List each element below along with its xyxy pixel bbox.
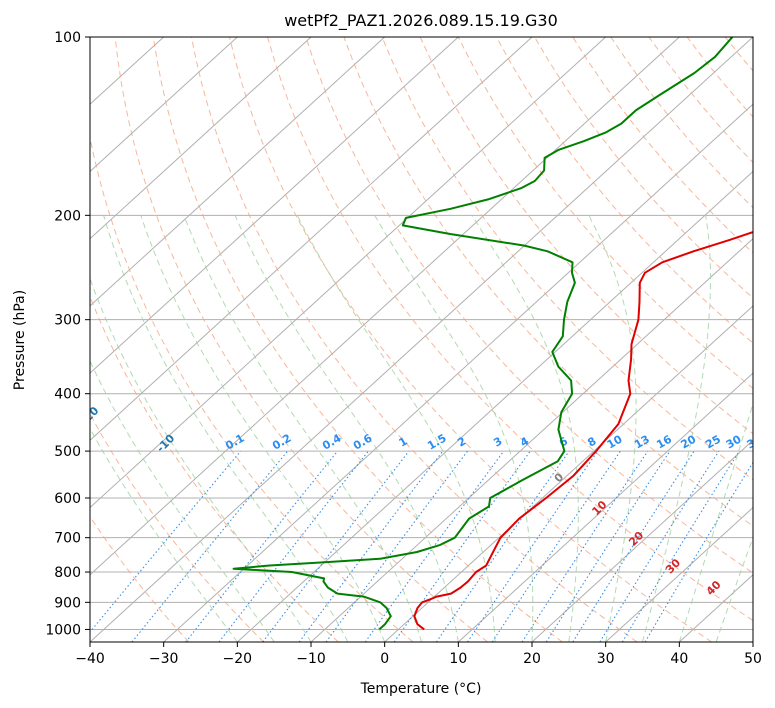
dry-adiabat-line (381, 37, 753, 481)
dry-adiabat-line (152, 37, 563, 642)
isotherm-lines (90, 37, 753, 642)
mixing-ratio-line (467, 450, 599, 642)
x-axis: −40 −30 −20 −10 0 10 20 30 40 50 (75, 642, 762, 667)
y-tick-label: 800 (54, 565, 81, 581)
sounding-profiles (232, 37, 753, 631)
dry-adiabat-line (267, 37, 753, 622)
dry-adiabat-line (495, 37, 753, 344)
dry-adiabat-line (114, 37, 488, 642)
dewpoint-profile (232, 37, 734, 631)
mixing-ratio-line (298, 450, 444, 642)
dry-adiabat-line (90, 412, 264, 642)
mixing-ratio-line (572, 450, 695, 642)
moist-adiabat-line (90, 277, 312, 642)
y-tick-label: 600 (54, 491, 81, 507)
isotherm-line (457, 372, 753, 642)
isotherm-line (163, 103, 753, 642)
y-tick-label: 900 (54, 595, 81, 611)
mixing-ratio-line (90, 450, 242, 633)
dry-adiabat-line (457, 37, 753, 389)
mixing-ratio-line (364, 450, 505, 642)
isotherm-line (384, 305, 753, 642)
moist-adiabat-lines (90, 215, 753, 642)
isotherm-line (236, 170, 753, 642)
isotherm-line (90, 37, 312, 240)
dry-adiabat-lines (90, 37, 753, 642)
y-tick-label: 100 (54, 30, 81, 46)
mixing-ratio-line (545, 450, 671, 642)
isotherm-line (90, 37, 386, 307)
dry-adiabat-line (90, 515, 190, 642)
moist-adiabat-line (103, 215, 349, 642)
x-tick-label: 40 (670, 651, 688, 667)
dry-adiabat-line (90, 135, 414, 642)
plot-area: 0.10.20.40.611.52346810131620253036-100-… (78, 37, 764, 642)
moist-adiabat-line (471, 215, 579, 642)
dry-adiabat-line (343, 37, 753, 527)
dry-adiabat-line (305, 37, 753, 574)
mixing-ratio-line (325, 450, 468, 642)
x-tick-label: 10 (449, 651, 467, 667)
x-axis-label: Temperature (°C) (360, 681, 482, 697)
dry-adiabat-line (190, 37, 638, 642)
y-tick-label: 700 (54, 531, 81, 547)
y-tick-label: 300 (54, 313, 81, 329)
moist-adiabat-line (90, 427, 238, 642)
isotherm-line (90, 37, 607, 509)
isotherm-line (90, 37, 533, 442)
moist-adiabat-line (140, 215, 386, 642)
isotherm-line (90, 37, 238, 173)
mixing-ratio-line (131, 450, 289, 642)
x-tick-label: −20 (223, 651, 253, 667)
y-tick-label: 500 (54, 444, 81, 460)
y-tick-label: 400 (54, 387, 81, 403)
moist-adiabat-line (642, 215, 711, 642)
x-tick-label: 30 (597, 651, 615, 667)
y-tick-label: 200 (54, 208, 81, 224)
moist-adiabat-line (296, 215, 496, 642)
dry-adiabat-line (534, 37, 753, 299)
mixing-ratio-line (393, 450, 531, 642)
mixing-ratio-line (621, 450, 740, 642)
moist-adiabat-line (90, 359, 275, 642)
isotherm-line (531, 439, 753, 642)
mixing-ratio-line (521, 450, 649, 642)
isotherm-line (310, 237, 753, 642)
mixing-ratio-lines (90, 450, 753, 642)
mixing-ratio-line (435, 450, 570, 642)
y-axis: 1000 900 800 700 600 500 400 300 200 100 (45, 30, 90, 638)
moist-adiabat-line (234, 215, 459, 642)
mixing-ratio-line (262, 450, 410, 642)
mixing-ratio-line (491, 450, 621, 642)
x-tick-label: 0 (380, 651, 389, 667)
temperature-profile (413, 230, 753, 631)
mixing-ratio-line (185, 450, 339, 642)
isotherm-line (90, 37, 459, 374)
dry-adiabat-label: -20 (78, 404, 101, 427)
dry-adiabat-line (419, 37, 753, 435)
moist-adiabat-line (374, 215, 534, 642)
x-tick-label: 50 (744, 651, 762, 667)
mixing-ratio-label: 36 (744, 432, 764, 451)
x-tick-label: −30 (149, 651, 179, 667)
x-tick-label: 20 (523, 651, 541, 667)
moist-adiabat-line (588, 215, 637, 642)
chart-title: wetPf2_PAZ1.2026.089.15.19.G30 (284, 11, 558, 31)
x-tick-label: −40 (75, 651, 105, 667)
isotherm-line (605, 506, 753, 642)
y-tick-label: 1000 (45, 622, 81, 638)
isotherm-line (90, 37, 680, 576)
plot-frame (89, 36, 754, 643)
y-axis-label: Pressure (hPa) (12, 290, 28, 390)
x-tick-label: −10 (296, 651, 326, 667)
